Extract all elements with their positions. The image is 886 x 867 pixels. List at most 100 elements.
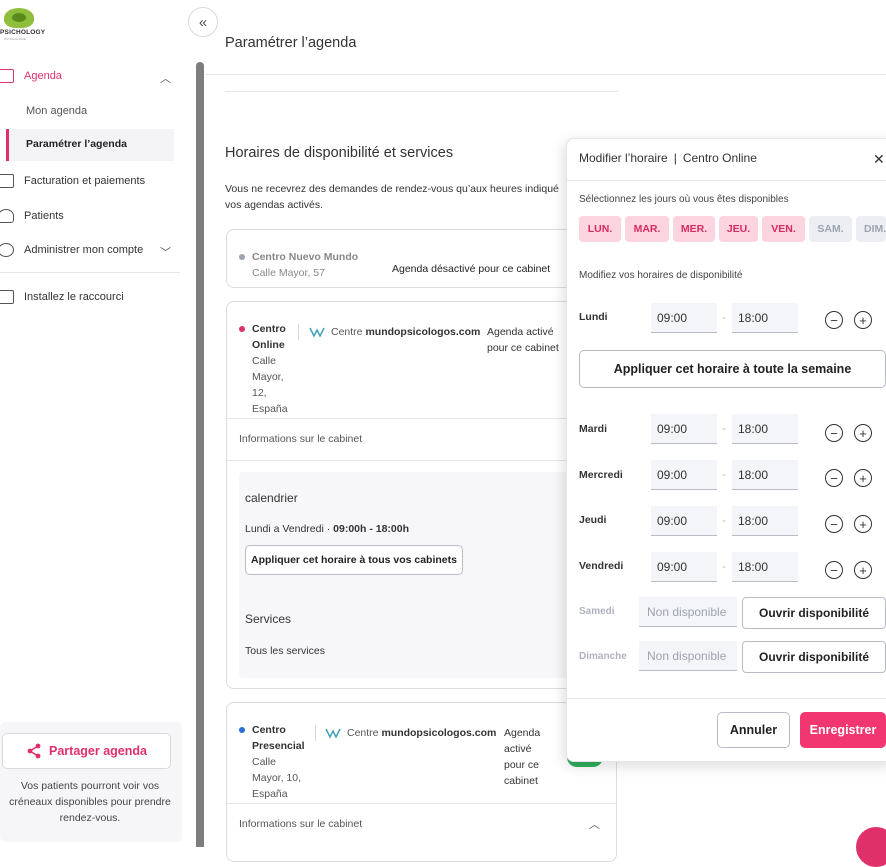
services-value: Tous les services (245, 645, 325, 657)
cabinet-card-nuevo-mundo: Centro Nuevo Mundo Calle Mayor, 57 Agend… (226, 229, 617, 288)
share-description: Vos patients pourront voir vos créneaux … (9, 780, 171, 824)
divider (566, 698, 886, 699)
cabinet-address: Calle Mayor, 12, España (252, 355, 288, 415)
brain-logo-icon (4, 8, 34, 28)
remove-slot-icon[interactable]: − (825, 424, 843, 442)
section-description: Vous ne recevrez des demandes de rendez-… (225, 183, 559, 211)
chevron-up-icon[interactable]: ︿ (160, 73, 171, 85)
sidebar-item-label: Installez le raccourci (24, 291, 124, 303)
remove-slot-icon[interactable]: − (825, 515, 843, 533)
day-pill-dim[interactable]: DIM. (856, 216, 886, 242)
cabinet-card-online: Centro Online Calle Mayor, 12, España Ce… (226, 301, 617, 689)
day-label-jeudi: Jeudi (579, 514, 607, 526)
divider (315, 725, 316, 741)
add-slot-icon[interactable]: + (854, 424, 872, 442)
hours-label: Modifiez vos horaires de disponibilité (579, 270, 743, 281)
add-slot-icon[interactable]: + (854, 515, 872, 533)
start-time-field[interactable]: 09:00 (651, 303, 717, 333)
start-time-field[interactable]: 09:00 (651, 460, 717, 490)
time-separator: - (722, 421, 726, 435)
cabinet-address: Calle Mayor, 57 (252, 267, 325, 279)
remove-slot-icon[interactable]: − (825, 561, 843, 579)
divider (227, 460, 616, 461)
sidebar-item-label: Agenda (24, 70, 62, 82)
apply-all-cabinets-button[interactable]: Appliquer cet horaire à tous vos cabinet… (245, 545, 463, 575)
save-button[interactable]: Enregistrer (800, 712, 886, 748)
open-availability-button[interactable]: Ouvrir disponibilité (742, 597, 886, 629)
sidebar-item-mon-agenda[interactable]: Mon agenda (26, 105, 88, 117)
divider (225, 91, 618, 92)
sidebar-item-label: Administrer mon compte (24, 244, 144, 256)
day-pill-lun[interactable]: LUN. (579, 216, 621, 242)
status-dot (239, 254, 245, 260)
cabinet-info-toggle[interactable]: Informations sur le cabinet (239, 433, 363, 445)
chevron-up-icon[interactable]: ︿ (589, 819, 600, 831)
collapse-sidebar-button[interactable]: « (188, 7, 218, 37)
close-icon[interactable]: ✕ (873, 151, 885, 167)
share-agenda-label: Partager agenda (49, 744, 147, 758)
logo-subtext: PSYCHOLOGIE (4, 37, 26, 41)
remove-slot-icon[interactable]: − (825, 469, 843, 487)
open-availability-button[interactable]: Ouvrir disponibilité (742, 641, 886, 673)
header-divider (205, 74, 886, 75)
sidebar-item-facturation[interactable]: Facturation et paiements (0, 174, 145, 188)
agenda-status: Agenda activé pour ce cabinet (487, 326, 559, 354)
credit-card-icon (0, 174, 14, 188)
divider (227, 803, 616, 804)
sidebar-item-patients[interactable]: Patients (0, 209, 64, 223)
sidebar-item-administrer[interactable]: Administrer mon compte (0, 243, 143, 257)
add-slot-icon[interactable]: + (854, 561, 872, 579)
sidebar-scrollbar[interactable] (196, 62, 204, 847)
chat-bubble-button[interactable] (856, 827, 886, 867)
cancel-button[interactable]: Annuler (717, 712, 790, 748)
day-pill-mar[interactable]: MAR. (625, 216, 669, 242)
end-time-field[interactable]: 18:00 (732, 303, 798, 333)
cabinet-card-presencial: Centro Presencial Calle Mayor, 10, Españ… (226, 702, 617, 862)
sidebar-item-parametrer-agenda[interactable]: Paramétrer l’agenda (26, 138, 127, 150)
day-pill-ven[interactable]: VEN. (762, 216, 805, 242)
apply-week-button[interactable]: Appliquer cet horaire à toute la semaine (579, 350, 886, 388)
unavailable-field: Non disponible (639, 597, 737, 627)
divider (566, 180, 886, 181)
add-slot-icon[interactable]: + (854, 469, 872, 487)
cabinet-name: Centro Presencial (252, 724, 305, 752)
schedule-summary: Lundi a Vendredi · 09:00h - 18:00h (245, 521, 409, 537)
start-time-field[interactable]: 09:00 (651, 414, 717, 444)
day-pill-mer[interactable]: MER. (673, 216, 715, 242)
day-label-samedi: Samedi (579, 606, 615, 617)
day-pill-sam[interactable]: SAM. (809, 216, 852, 242)
cabinet-name: Centro Nuevo Mundo (252, 251, 359, 263)
save-label: Enregistrer (809, 723, 877, 737)
modal-subtitle: Centro Online (682, 151, 757, 165)
cabinet-name: Centro Online (252, 323, 286, 351)
end-time-field[interactable]: 18:00 (732, 460, 798, 490)
services-title: Services (245, 612, 292, 626)
double-chevron-left-icon: « (198, 13, 208, 31)
agenda-status: Agenda activé pour ce cabinet (504, 727, 541, 787)
modal-title: Modifier l’horaire | Centro Online (579, 151, 757, 165)
end-time-field[interactable]: 18:00 (732, 414, 798, 444)
end-time-field[interactable]: 18:00 (732, 506, 798, 536)
modal-title-text: Modifier l’horaire (579, 151, 668, 165)
logo-text: PSICHOLOGY (0, 29, 46, 36)
divider (227, 418, 616, 419)
psichology-logo[interactable]: PSICHOLOGY PSYCHOLOGIE (0, 8, 50, 42)
sidebar-item-agenda[interactable]: Agenda (0, 69, 62, 83)
day-pill-jeu[interactable]: JEU. (719, 216, 758, 242)
end-time-field[interactable]: 18:00 (732, 552, 798, 582)
add-slot-icon[interactable]: + (854, 311, 872, 329)
network-prefix: Centre (347, 727, 379, 739)
chevron-down-icon[interactable]: ﹀ (160, 247, 171, 259)
share-icon (27, 743, 41, 759)
cabinet-address: Calle Mayor, 10, España (252, 756, 302, 800)
start-time-field[interactable]: 09:00 (651, 552, 717, 582)
share-agenda-button[interactable]: Partager agenda (2, 733, 171, 769)
start-time-field[interactable]: 09:00 (651, 506, 717, 536)
calendar-icon (0, 69, 14, 83)
remove-slot-icon[interactable]: − (825, 311, 843, 329)
status-dot (239, 727, 245, 733)
sidebar-item-raccourci[interactable]: Installez le raccourci (0, 290, 124, 304)
cabinet-info-toggle[interactable]: Informations sur le cabinet (239, 818, 363, 830)
calendar-panel (239, 472, 615, 678)
calendar-title: calendrier (245, 491, 298, 505)
